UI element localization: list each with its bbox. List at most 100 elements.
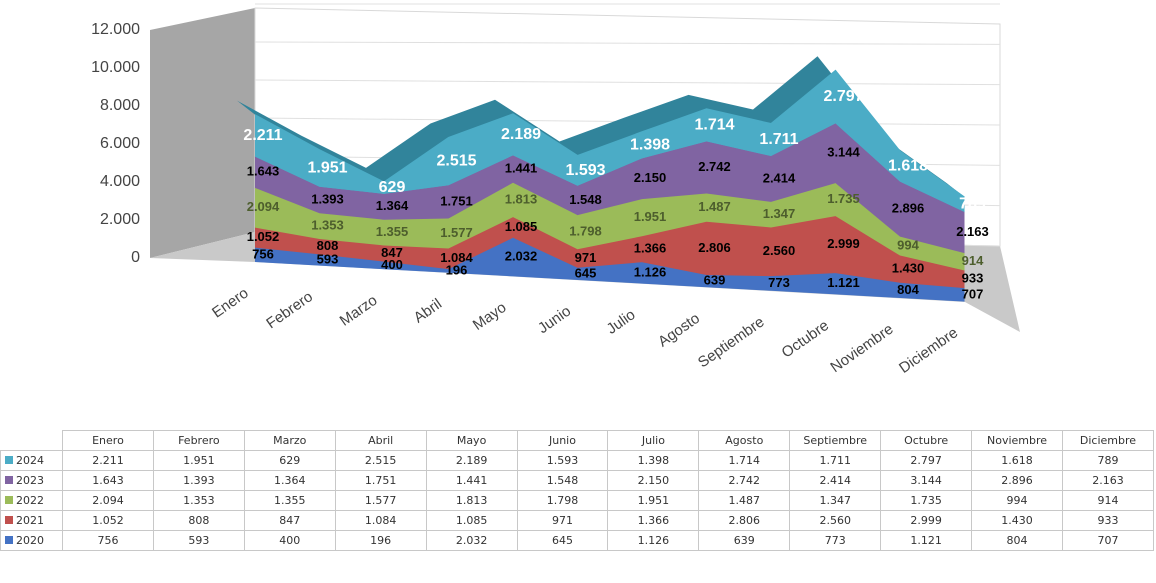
legend-cell: 2021 bbox=[0, 510, 63, 531]
data-table: Enero Febrero Marzo Abril Mayo Junio Julio Agos… bbox=[0, 430, 1155, 551]
data-label: 1.126 bbox=[634, 264, 667, 279]
table-cell: 2.742 bbox=[698, 470, 791, 491]
data-label: 1.577 bbox=[440, 225, 473, 240]
data-label: 1.618 bbox=[888, 157, 928, 174]
data-label: 1.364 bbox=[376, 198, 409, 213]
table-cell: 1.798 bbox=[516, 490, 609, 511]
area-fill bbox=[255, 182, 965, 271]
data-label: 1.714 bbox=[694, 116, 734, 133]
table-cell: 1.951 bbox=[607, 490, 700, 511]
table-cell: 400 bbox=[243, 530, 336, 551]
table-cell: 1.577 bbox=[334, 490, 427, 511]
x-tick-label: Marzo bbox=[337, 292, 381, 330]
data-label: 2.742 bbox=[698, 159, 731, 174]
table-cell: 847 bbox=[243, 510, 336, 531]
data-label: 2.032 bbox=[505, 249, 538, 264]
table-cell: 639 bbox=[698, 530, 791, 551]
data-label: 629 bbox=[379, 179, 406, 196]
legend-swatch bbox=[5, 536, 13, 544]
table-cell: 1.643 bbox=[62, 470, 154, 491]
data-label: 789 bbox=[959, 196, 986, 213]
data-label: 2.189 bbox=[501, 126, 541, 143]
data-label: 2.094 bbox=[247, 199, 280, 214]
data-label: 1.951 bbox=[307, 159, 347, 176]
data-label: 2.414 bbox=[763, 170, 796, 185]
table-cell: 1.126 bbox=[607, 530, 700, 551]
legend-label: 2021 bbox=[16, 514, 44, 527]
data-label: 707 bbox=[962, 286, 984, 301]
table-cell: 971 bbox=[516, 510, 609, 531]
table-cell: 1.751 bbox=[334, 470, 427, 491]
table-cell: 2.163 bbox=[1061, 470, 1155, 491]
header-row: Enero Febrero Marzo Abril Mayo Junio Julio Agos… bbox=[0, 430, 1155, 451]
table-cell: 1.353 bbox=[152, 490, 245, 511]
y-tick-label: 8.000 bbox=[100, 97, 140, 114]
data-label: 1.393 bbox=[311, 191, 344, 206]
table-cell: 1.714 bbox=[698, 450, 791, 471]
table-cell: 773 bbox=[789, 530, 882, 551]
data-label: 1.353 bbox=[311, 218, 344, 233]
x-tick-label: Abril bbox=[411, 295, 445, 326]
data-label: 639 bbox=[704, 273, 726, 288]
x-tick-label: Junio bbox=[535, 303, 574, 337]
data-label: 1.813 bbox=[505, 191, 538, 206]
area-top-face bbox=[237, 56, 965, 197]
table-cell: 593 bbox=[152, 530, 245, 551]
header-cell: Noviembre bbox=[971, 430, 1063, 451]
data-label: 2.560 bbox=[763, 243, 796, 258]
grid-line bbox=[254, 41, 1001, 45]
data-label: 196 bbox=[446, 262, 468, 277]
header-cell: Enero bbox=[62, 430, 154, 451]
area-fill bbox=[255, 237, 965, 302]
x-tick-label: Diciembre bbox=[896, 324, 961, 377]
header-cell: Marzo bbox=[243, 430, 336, 451]
table-cell: 1.618 bbox=[971, 450, 1063, 471]
x-tick-label: Octubre bbox=[779, 317, 832, 362]
table-cell: 3.144 bbox=[880, 470, 973, 491]
table-cell: 2.414 bbox=[789, 470, 882, 491]
table-row: 2022 2.094 1.353 1.355 1.577 1.813 1.798 1.951 1… bbox=[0, 490, 1155, 511]
corner-cell bbox=[0, 430, 63, 451]
header-cell: Abril bbox=[334, 430, 427, 451]
legend-swatch bbox=[5, 476, 13, 484]
legend-swatch bbox=[5, 496, 13, 504]
header-cell: Octubre bbox=[880, 430, 973, 451]
data-label: 2.797 bbox=[823, 88, 863, 105]
area-fill bbox=[255, 216, 965, 289]
data-label: 1.430 bbox=[892, 261, 925, 276]
table-cell: 1.487 bbox=[698, 490, 791, 511]
table-cell: 804 bbox=[971, 530, 1063, 551]
table-cell: 2.150 bbox=[607, 470, 700, 491]
table-cell: 2.211 bbox=[62, 450, 154, 471]
data-label: 2.999 bbox=[827, 236, 860, 251]
table-cell: 808 bbox=[152, 510, 245, 531]
x-tick-label: Mayo bbox=[470, 299, 510, 334]
data-label: 1.347 bbox=[763, 206, 796, 221]
data-label: 645 bbox=[575, 265, 597, 280]
table-row: 2024 2.211 1.951 629 2.515 2.189 1.593 1.398 1.7… bbox=[0, 450, 1155, 471]
grid-line bbox=[254, 79, 1001, 86]
y-tick-label: 2.000 bbox=[100, 211, 140, 228]
data-label: 1.735 bbox=[827, 191, 860, 206]
data-label: 1.085 bbox=[505, 219, 538, 234]
area-fill bbox=[255, 70, 965, 212]
data-label: 1.643 bbox=[247, 164, 280, 179]
data-label: 808 bbox=[317, 238, 339, 253]
table-cell: 1.711 bbox=[789, 450, 882, 471]
legend-swatch bbox=[5, 516, 13, 524]
table-cell: 789 bbox=[1061, 450, 1155, 471]
header-cell: Diciembre bbox=[1061, 430, 1155, 451]
table-cell: 1.548 bbox=[516, 470, 609, 491]
table-cell: 2.797 bbox=[880, 450, 973, 471]
side-wall bbox=[150, 8, 255, 258]
table-cell: 1.398 bbox=[607, 450, 700, 471]
header-cell: Febrero bbox=[152, 430, 245, 451]
table-cell: 2.189 bbox=[425, 450, 518, 471]
y-tick-label: 0 bbox=[131, 249, 140, 266]
table-row: 2020 756 593 400 196 2.032 645 1.126 639 773 1.121… bbox=[0, 530, 1155, 551]
header-cell: Agosto bbox=[698, 430, 791, 451]
data-label: 914 bbox=[962, 253, 984, 268]
data-label: 593 bbox=[317, 251, 339, 266]
table-cell: 1.364 bbox=[243, 470, 336, 491]
y-tick-label: 12.000 bbox=[91, 21, 140, 38]
